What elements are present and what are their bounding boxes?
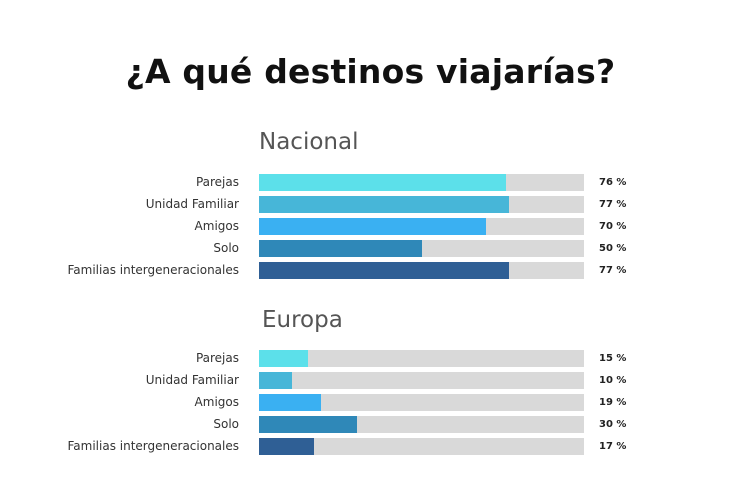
bar <box>259 262 509 279</box>
section-title-nacional: Nacional <box>259 129 359 155</box>
bar <box>259 174 506 191</box>
category-label: Amigos <box>194 219 239 233</box>
bar-track <box>259 372 584 389</box>
bar-track <box>259 196 584 213</box>
category-label: Unidad Familiar <box>145 197 239 211</box>
bar-row-nacional: Solo 50 % <box>0 240 741 257</box>
bar <box>259 416 357 433</box>
category-label: Solo <box>213 241 239 255</box>
value-label: 10 % <box>599 375 627 386</box>
value-label: 77 % <box>599 265 627 276</box>
bar-track <box>259 350 584 367</box>
category-label: Parejas <box>195 175 239 189</box>
bar <box>259 350 308 367</box>
value-label: 76 % <box>599 177 627 188</box>
value-label: 70 % <box>599 221 627 232</box>
bar <box>259 372 292 389</box>
category-label: Parejas <box>195 351 239 365</box>
bar-row-europa: Parejas 15 % <box>0 350 741 367</box>
bar-row-europa: Solo 30 % <box>0 416 741 433</box>
value-label: 50 % <box>599 243 627 254</box>
bar-track <box>259 438 584 455</box>
bar <box>259 196 509 213</box>
bar-track <box>259 174 584 191</box>
bar-row-nacional: Parejas 76 % <box>0 174 741 191</box>
value-label: 30 % <box>599 419 627 430</box>
bar-track <box>259 240 584 257</box>
section-title-europa: Europa <box>262 307 343 333</box>
bar <box>259 438 314 455</box>
page-title: ¿A qué destinos viajarías? <box>125 52 616 91</box>
bar-row-nacional: Amigos 70 % <box>0 218 741 235</box>
value-label: 19 % <box>599 397 627 408</box>
category-label: Amigos <box>194 395 239 409</box>
bar-row-nacional: Unidad Familiar 77 % <box>0 196 741 213</box>
category-label: Solo <box>213 417 239 431</box>
bar-row-nacional: Familias intergeneracionales 77 % <box>0 262 741 279</box>
bar-row-europa: Unidad Familiar 10 % <box>0 372 741 389</box>
category-label: Unidad Familiar <box>145 373 239 387</box>
bar-row-europa: Familias intergeneracionales 17 % <box>0 438 741 455</box>
bar <box>259 218 486 235</box>
value-label: 15 % <box>599 353 627 364</box>
value-label: 17 % <box>599 441 627 452</box>
bar-track <box>259 416 584 433</box>
bar-track <box>259 394 584 411</box>
value-label: 77 % <box>599 199 627 210</box>
bar <box>259 240 422 257</box>
bar-track <box>259 262 584 279</box>
bar-row-europa: Amigos 19 % <box>0 394 741 411</box>
category-label: Familias intergeneracionales <box>67 439 240 453</box>
category-label: Familias intergeneracionales <box>67 263 240 277</box>
bar-track <box>259 218 584 235</box>
bar <box>259 394 321 411</box>
